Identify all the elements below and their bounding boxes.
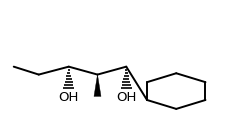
Text: OH: OH bbox=[116, 91, 136, 104]
Text: OH: OH bbox=[58, 91, 79, 104]
Polygon shape bbox=[94, 75, 101, 96]
